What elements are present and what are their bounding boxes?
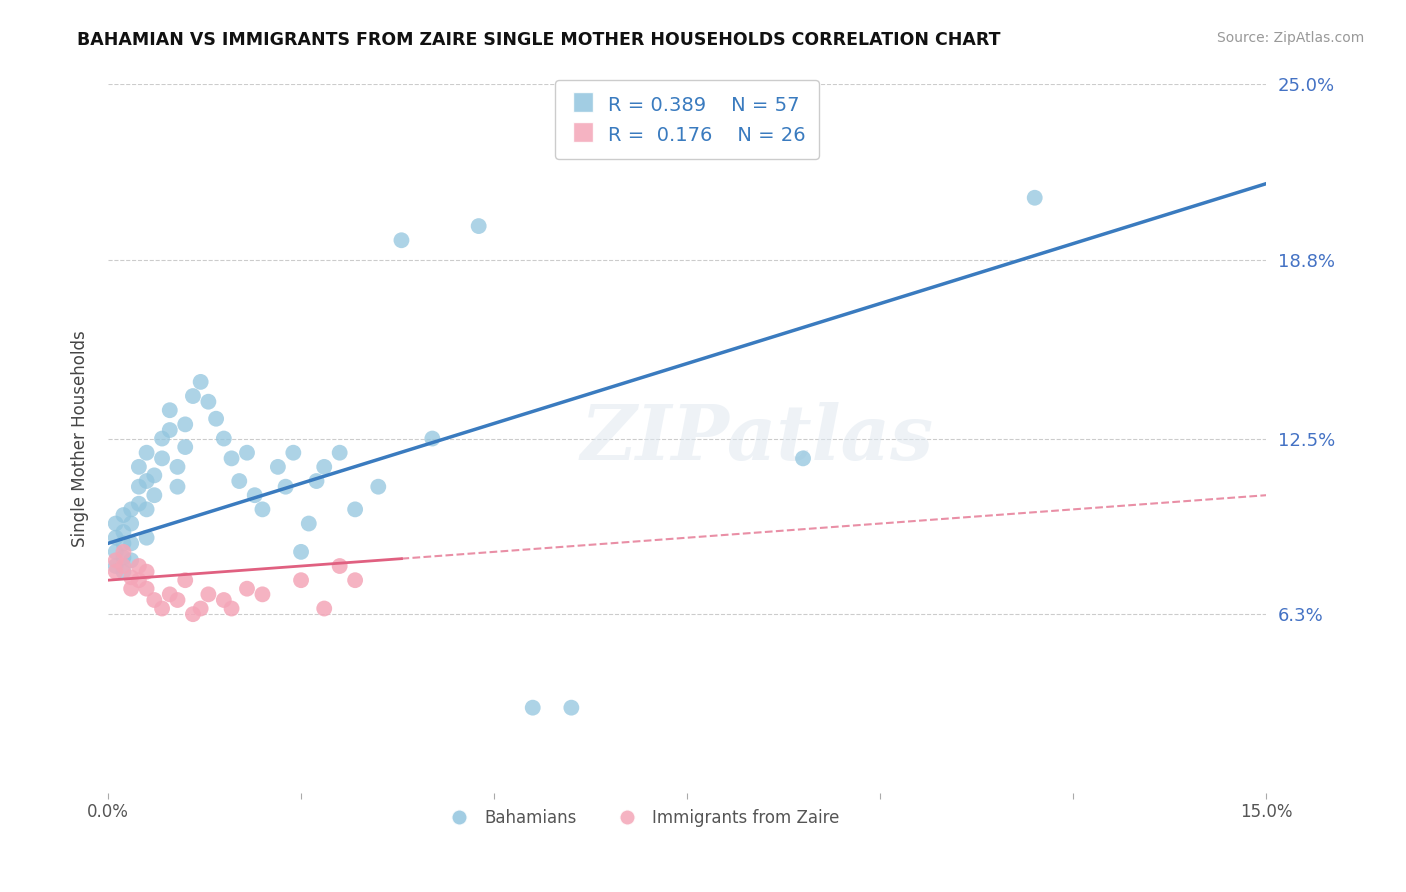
Point <box>792 451 814 466</box>
Point <box>128 480 150 494</box>
Point <box>190 375 212 389</box>
Point <box>212 593 235 607</box>
Point <box>344 573 367 587</box>
Point <box>174 440 197 454</box>
Point <box>104 565 127 579</box>
Point <box>252 587 274 601</box>
Point <box>205 411 228 425</box>
Point <box>112 545 135 559</box>
Point <box>159 587 181 601</box>
Point <box>112 565 135 579</box>
Point <box>181 389 204 403</box>
Point <box>174 573 197 587</box>
Point <box>135 531 157 545</box>
Point <box>560 700 582 714</box>
Legend: Bahamians, Immigrants from Zaire: Bahamians, Immigrants from Zaire <box>436 803 846 834</box>
Point <box>1024 191 1046 205</box>
Point <box>166 593 188 607</box>
Point <box>252 502 274 516</box>
Point <box>314 459 336 474</box>
Point <box>290 545 312 559</box>
Point <box>112 536 135 550</box>
Point <box>143 468 166 483</box>
Point <box>197 587 219 601</box>
Point <box>166 480 188 494</box>
Point <box>120 536 142 550</box>
Point <box>104 531 127 545</box>
Point <box>329 446 352 460</box>
Point <box>150 451 173 466</box>
Point <box>112 559 135 574</box>
Point <box>159 423 181 437</box>
Point <box>135 446 157 460</box>
Point <box>112 524 135 539</box>
Point <box>420 432 443 446</box>
Point <box>120 570 142 584</box>
Point <box>212 432 235 446</box>
Text: Source: ZipAtlas.com: Source: ZipAtlas.com <box>1216 31 1364 45</box>
Y-axis label: Single Mother Households: Single Mother Households <box>72 330 89 547</box>
Point <box>344 502 367 516</box>
Point <box>150 601 173 615</box>
Point <box>267 459 290 474</box>
Point <box>236 446 259 460</box>
Point <box>104 559 127 574</box>
Point <box>467 219 489 233</box>
Point <box>367 480 389 494</box>
Point <box>104 516 127 531</box>
Point <box>305 474 328 488</box>
Point <box>128 497 150 511</box>
Point <box>135 474 157 488</box>
Point <box>143 488 166 502</box>
Point <box>221 451 243 466</box>
Point <box>314 601 336 615</box>
Point <box>329 559 352 574</box>
Point <box>135 502 157 516</box>
Point <box>228 474 250 488</box>
Point <box>104 553 127 567</box>
Point <box>128 559 150 574</box>
Point <box>283 446 305 460</box>
Point <box>166 459 188 474</box>
Point <box>221 601 243 615</box>
Point <box>190 601 212 615</box>
Point <box>150 432 173 446</box>
Point <box>159 403 181 417</box>
Point <box>135 582 157 596</box>
Point <box>298 516 321 531</box>
Point <box>181 607 204 622</box>
Point <box>174 417 197 432</box>
Point <box>128 573 150 587</box>
Point <box>128 459 150 474</box>
Point <box>236 582 259 596</box>
Point <box>112 550 135 565</box>
Point <box>197 394 219 409</box>
Point <box>112 508 135 522</box>
Point <box>522 700 544 714</box>
Point <box>135 565 157 579</box>
Point <box>274 480 297 494</box>
Text: BAHAMIAN VS IMMIGRANTS FROM ZAIRE SINGLE MOTHER HOUSEHOLDS CORRELATION CHART: BAHAMIAN VS IMMIGRANTS FROM ZAIRE SINGLE… <box>77 31 1001 49</box>
Point <box>143 593 166 607</box>
Point <box>120 516 142 531</box>
Point <box>243 488 266 502</box>
Point <box>120 502 142 516</box>
Point <box>104 545 127 559</box>
Point <box>391 233 413 247</box>
Point <box>120 582 142 596</box>
Point <box>120 553 142 567</box>
Text: ZIPatlas: ZIPatlas <box>581 401 934 475</box>
Point <box>290 573 312 587</box>
